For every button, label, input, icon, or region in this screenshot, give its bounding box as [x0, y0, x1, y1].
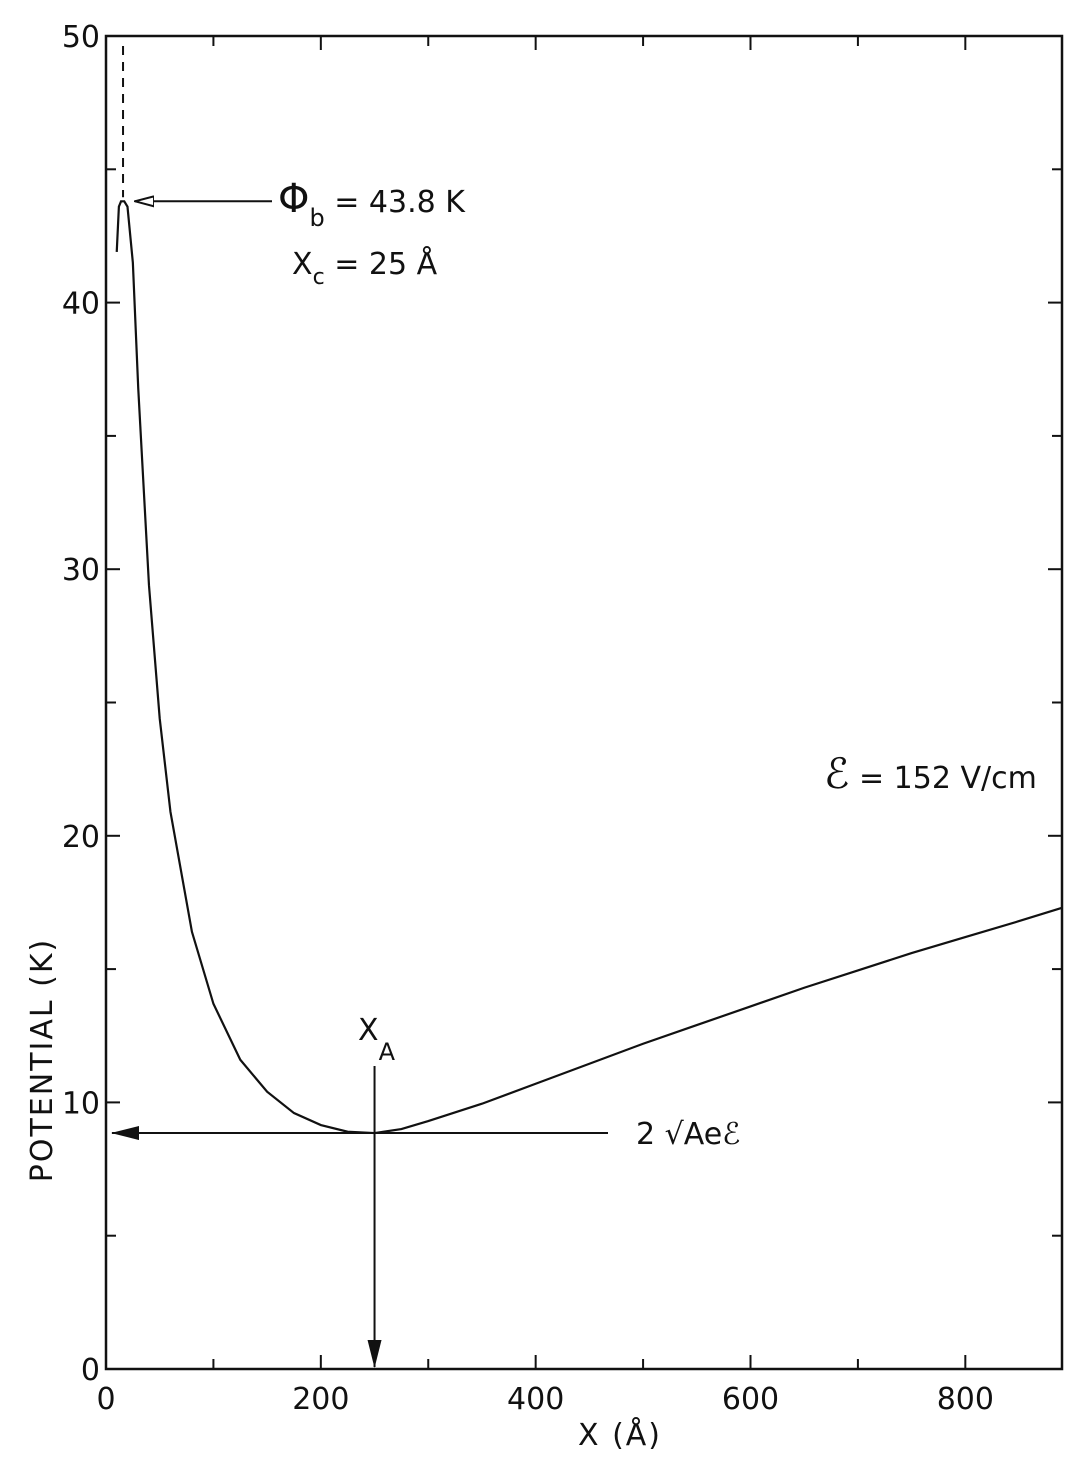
phi-subscript: b: [309, 204, 324, 232]
xc-annotation: Xc = 25 Å: [292, 246, 438, 290]
xc-subscript: c: [313, 265, 325, 290]
xa-symbol: X: [358, 1013, 379, 1048]
y-axis-label: POTENTIAL (K): [25, 938, 60, 1182]
y-tick-label-30: 30: [62, 553, 100, 588]
minimum-annotation: 2 √Aeℰ: [636, 1117, 740, 1152]
x-tick-label-200: 200: [292, 1382, 349, 1417]
axis-tick-labels: 0 200 400 600 800 0 10 20 30 40 50: [62, 20, 994, 1417]
xc-symbol: X: [292, 247, 313, 282]
y-tick-label-50: 50: [62, 20, 100, 55]
x-axis-label: X (Å): [578, 1417, 662, 1453]
y-tick-label-40: 40: [62, 287, 100, 322]
barrier-value: = 43.8 K: [325, 185, 467, 220]
x-tick-label-400: 400: [507, 1382, 564, 1417]
phi-symbol: Φ: [278, 176, 309, 222]
series-potential-curve: [115, 200, 1063, 1135]
x-tick-label-0: 0: [96, 1382, 115, 1417]
y-tick-label-20: 20: [62, 820, 100, 855]
barrier-annotation: Φb = 43.8 K: [278, 176, 466, 232]
xa-annotation: XA: [358, 1013, 396, 1066]
y-tick-label-0: 0: [81, 1353, 100, 1388]
x-tick-label-800: 800: [937, 1382, 994, 1417]
xa-subscript: A: [379, 1038, 396, 1066]
field-value: = 152 V/cm: [849, 761, 1036, 796]
field-annotation: ℰ = 152 V/cm: [824, 749, 1037, 798]
xc-value: = 25 Å: [325, 246, 438, 282]
y-tick-label-10: 10: [62, 1086, 100, 1121]
axis-ticks: [105, 35, 1062, 1370]
plot-frame: [104, 34, 1064, 1371]
field-symbol: ℰ: [824, 749, 849, 798]
x-tick-label-600: 600: [722, 1382, 779, 1417]
